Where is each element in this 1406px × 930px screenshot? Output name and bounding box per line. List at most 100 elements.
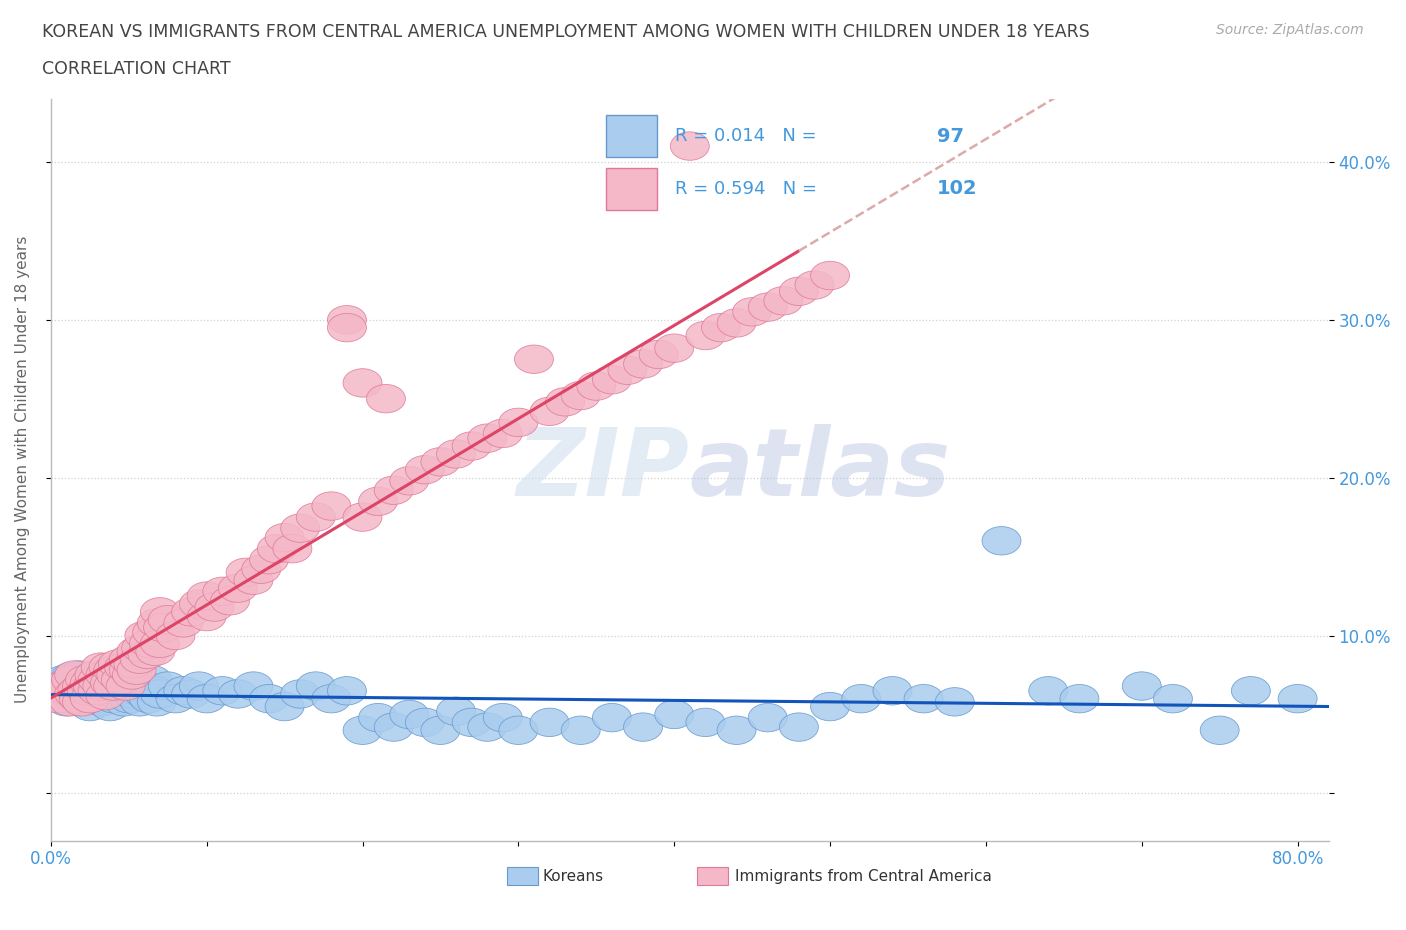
Ellipse shape: [484, 419, 522, 447]
Ellipse shape: [405, 456, 444, 484]
Ellipse shape: [686, 322, 725, 350]
Ellipse shape: [156, 621, 195, 650]
Ellipse shape: [211, 587, 249, 615]
Ellipse shape: [515, 345, 554, 374]
Ellipse shape: [273, 535, 312, 563]
Ellipse shape: [156, 684, 195, 713]
Ellipse shape: [90, 669, 129, 698]
Ellipse shape: [117, 656, 156, 684]
Ellipse shape: [132, 666, 172, 694]
Ellipse shape: [70, 684, 110, 713]
Ellipse shape: [180, 671, 218, 700]
Ellipse shape: [107, 671, 145, 700]
Ellipse shape: [97, 661, 136, 689]
Ellipse shape: [748, 703, 787, 732]
Ellipse shape: [187, 582, 226, 610]
Ellipse shape: [405, 708, 444, 737]
Ellipse shape: [499, 716, 538, 745]
Ellipse shape: [83, 687, 122, 716]
Ellipse shape: [359, 703, 398, 732]
Ellipse shape: [1122, 671, 1161, 700]
Ellipse shape: [297, 671, 335, 700]
Ellipse shape: [73, 671, 112, 700]
Ellipse shape: [138, 687, 176, 716]
Ellipse shape: [132, 618, 172, 646]
Ellipse shape: [499, 408, 538, 436]
Text: Source: ZipAtlas.com: Source: ZipAtlas.com: [1216, 23, 1364, 37]
Ellipse shape: [55, 680, 94, 708]
Ellipse shape: [242, 555, 281, 583]
Text: KOREAN VS IMMIGRANTS FROM CENTRAL AMERICA UNEMPLOYMENT AMONG WOMEN WITH CHILDREN: KOREAN VS IMMIGRANTS FROM CENTRAL AMERIC…: [42, 23, 1090, 41]
Ellipse shape: [55, 669, 94, 698]
Ellipse shape: [59, 661, 98, 689]
Ellipse shape: [359, 487, 398, 515]
Ellipse shape: [129, 684, 169, 713]
Ellipse shape: [122, 634, 160, 662]
Ellipse shape: [52, 662, 90, 691]
Ellipse shape: [112, 661, 152, 689]
Ellipse shape: [97, 676, 136, 705]
Ellipse shape: [110, 671, 148, 700]
Ellipse shape: [249, 684, 288, 713]
Ellipse shape: [62, 671, 101, 700]
Ellipse shape: [125, 621, 165, 650]
Ellipse shape: [79, 671, 117, 700]
Ellipse shape: [70, 692, 110, 721]
Ellipse shape: [640, 340, 678, 368]
Ellipse shape: [101, 666, 141, 694]
Ellipse shape: [94, 671, 132, 700]
Ellipse shape: [82, 680, 120, 708]
Ellipse shape: [655, 700, 693, 729]
Ellipse shape: [86, 661, 125, 689]
Ellipse shape: [148, 605, 187, 634]
Ellipse shape: [218, 680, 257, 708]
Ellipse shape: [624, 350, 662, 379]
Ellipse shape: [104, 653, 143, 682]
Ellipse shape: [592, 365, 631, 394]
Ellipse shape: [128, 671, 167, 700]
Ellipse shape: [39, 676, 79, 705]
Ellipse shape: [389, 467, 429, 495]
Ellipse shape: [120, 687, 159, 716]
Ellipse shape: [125, 680, 165, 708]
Ellipse shape: [42, 684, 82, 713]
Ellipse shape: [281, 680, 319, 708]
Ellipse shape: [107, 675, 145, 703]
Ellipse shape: [1060, 684, 1099, 713]
Ellipse shape: [110, 645, 148, 673]
Ellipse shape: [202, 676, 242, 705]
Ellipse shape: [195, 593, 233, 621]
Ellipse shape: [546, 388, 585, 416]
Ellipse shape: [561, 716, 600, 745]
Ellipse shape: [811, 692, 849, 721]
Ellipse shape: [811, 261, 849, 290]
Ellipse shape: [110, 656, 148, 684]
Ellipse shape: [686, 708, 725, 737]
Ellipse shape: [67, 676, 107, 705]
Ellipse shape: [717, 309, 756, 337]
Ellipse shape: [73, 676, 112, 705]
Ellipse shape: [484, 703, 522, 732]
Ellipse shape: [1232, 676, 1271, 705]
Ellipse shape: [79, 676, 117, 705]
Ellipse shape: [468, 424, 506, 452]
Ellipse shape: [297, 503, 335, 531]
Ellipse shape: [110, 684, 148, 713]
Ellipse shape: [165, 608, 202, 637]
Ellipse shape: [420, 716, 460, 745]
Ellipse shape: [52, 666, 90, 694]
Ellipse shape: [266, 692, 304, 721]
Ellipse shape: [75, 661, 114, 689]
Ellipse shape: [55, 675, 94, 703]
Text: CORRELATION CHART: CORRELATION CHART: [42, 60, 231, 78]
Ellipse shape: [114, 666, 153, 694]
Ellipse shape: [702, 313, 741, 342]
Ellipse shape: [66, 666, 104, 694]
Ellipse shape: [187, 603, 226, 631]
Ellipse shape: [86, 682, 125, 710]
Ellipse shape: [374, 713, 413, 741]
Ellipse shape: [94, 671, 132, 700]
Ellipse shape: [51, 682, 89, 710]
Text: Immigrants from Central America: Immigrants from Central America: [735, 869, 991, 883]
Ellipse shape: [141, 630, 180, 658]
